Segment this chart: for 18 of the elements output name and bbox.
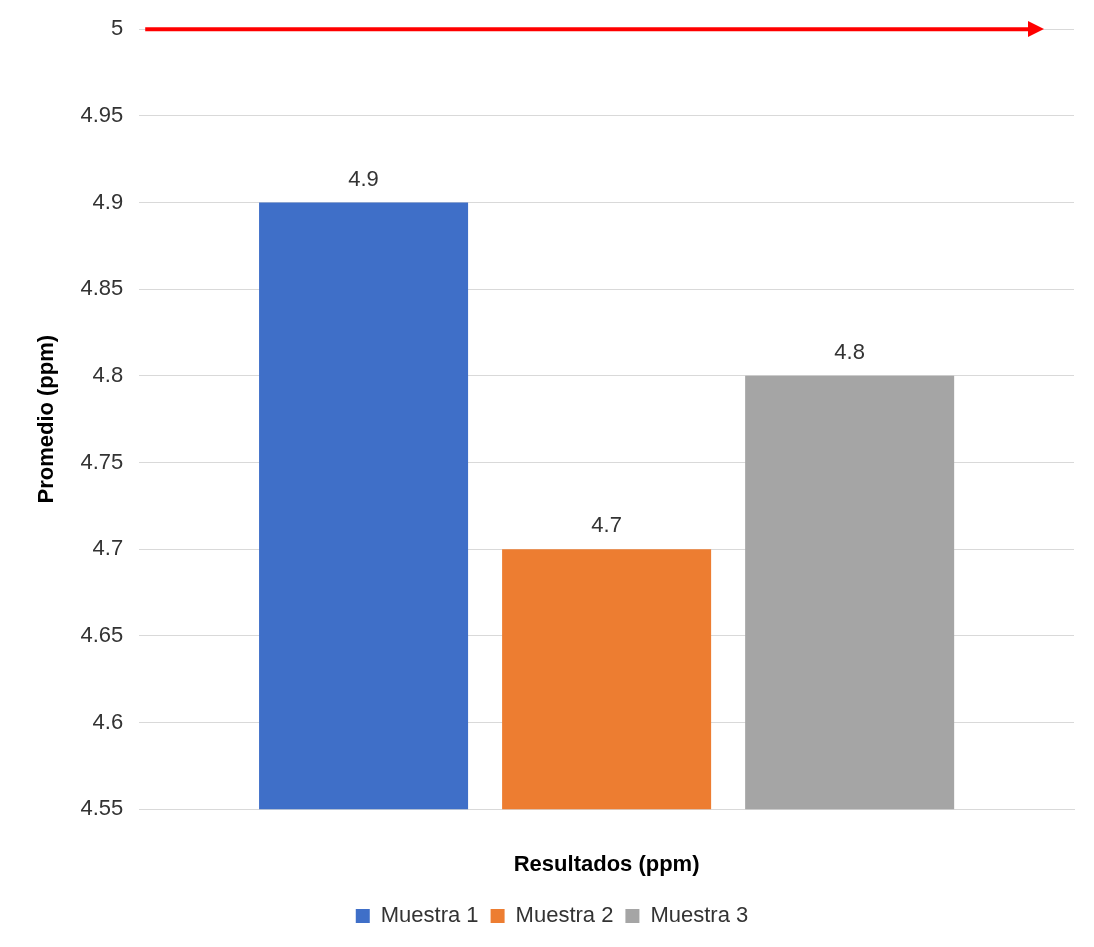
y-axis-title: Promedio (ppm): [33, 334, 59, 504]
y-tick-label: 4.55: [80, 795, 124, 821]
y-tick-label: 4.9: [92, 188, 124, 214]
legend-label: Muestra 1: [380, 902, 479, 928]
x-axis-title: Resultados (ppm): [513, 850, 700, 876]
y-tick-label: 4.7: [92, 535, 124, 561]
y-tick-label: 4.95: [80, 101, 124, 127]
y-tick-label: 4.85: [80, 275, 124, 301]
y-tick-label: 5: [110, 15, 124, 41]
data-label: 4.8: [834, 338, 865, 364]
data-label: 4.9: [348, 165, 379, 191]
y-tick-label: 4.65: [80, 621, 124, 647]
legend-label: Muestra 2: [515, 902, 614, 928]
y-tick-label: 4.6: [92, 708, 124, 734]
y-tick-label: 4.75: [80, 448, 124, 474]
data-label: 4.7: [591, 512, 622, 538]
legend-label: Muestra 3: [650, 902, 749, 928]
y-tick-label: 4.8: [92, 361, 124, 387]
